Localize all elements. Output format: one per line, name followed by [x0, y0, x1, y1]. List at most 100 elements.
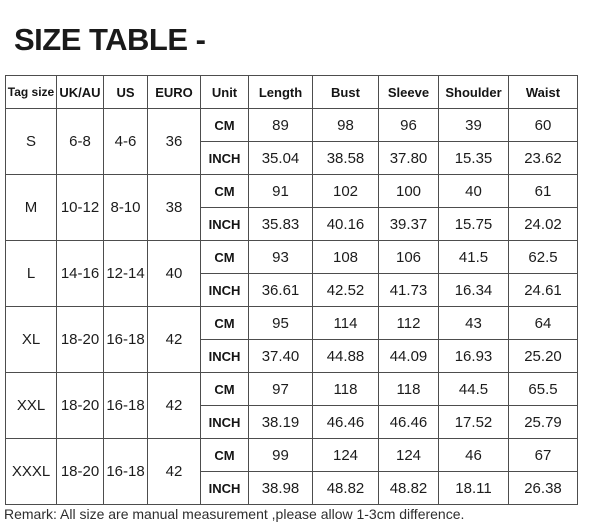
shoulder-cm-cell: 40	[438, 174, 509, 208]
unit-cm-label: CM	[200, 174, 249, 208]
sleeve-inch-cell: 39.37	[378, 207, 439, 241]
euro-cell: 36	[147, 108, 201, 175]
unit-cm-label: CM	[200, 108, 249, 142]
euro-cell: 42	[147, 372, 201, 439]
column-header-waist: Waist	[508, 75, 578, 109]
euro-cell: 42	[147, 438, 201, 505]
tag-size-cell: XXXL	[5, 438, 57, 505]
bust-cm-cell: 124	[312, 438, 379, 472]
tag-size-cell: XXL	[5, 372, 57, 439]
us-cell: 16-18	[103, 306, 148, 373]
bust-inch-cell: 46.46	[312, 405, 379, 439]
unit-cm-label: CM	[200, 372, 249, 406]
size-row-xl-cm: XL 18-20 16-18 42 CM 95 114 112 43 64	[5, 306, 578, 373]
sleeve-cm-cell: 96	[378, 108, 439, 142]
unit-inch-label: INCH	[200, 405, 249, 439]
shoulder-inch-cell: 16.93	[438, 339, 509, 373]
waist-cm-cell: 64	[508, 306, 578, 340]
size-row-xxxl-inch: INCH 38.98 48.82 48.82 18.11 26.38	[6, 471, 578, 505]
size-row-xxl-cm: XXL 18-20 16-18 42 CM 97 118 118 44.5 65…	[5, 372, 578, 439]
bust-inch-cell: 48.82	[312, 471, 379, 505]
sleeve-inch-cell: 48.82	[378, 471, 439, 505]
sleeve-cm-cell: 106	[378, 240, 439, 274]
shoulder-cm-cell: 46	[438, 438, 509, 472]
waist-cm-cell: 67	[508, 438, 578, 472]
length-inch-cell: 38.98	[248, 471, 313, 505]
us-cell: 16-18	[103, 372, 148, 439]
unit-inch-label: INCH	[200, 471, 249, 505]
unit-inch-label: INCH	[200, 141, 249, 175]
sleeve-cm-cell: 118	[378, 372, 439, 406]
shoulder-cm-cell: 41.5	[438, 240, 509, 274]
length-cm-cell: 89	[248, 108, 313, 142]
waist-inch-cell: 25.79	[508, 405, 578, 439]
column-header-bust: Bust	[312, 75, 379, 109]
us-cell: 4-6	[103, 108, 148, 175]
unit-cm-label: CM	[200, 240, 249, 274]
bust-cm-cell: 98	[312, 108, 379, 142]
bust-cm-cell: 108	[312, 240, 379, 274]
sleeve-cm-cell: 112	[378, 306, 439, 340]
uk-au-cell: 18-20	[56, 372, 104, 439]
waist-cm-cell: 65.5	[508, 372, 578, 406]
us-cell: 8-10	[103, 174, 148, 241]
euro-cell: 42	[147, 306, 201, 373]
uk-au-cell: 14-16	[56, 240, 104, 307]
size-row-xl-inch: INCH 37.40 44.88 44.09 16.93 25.20	[6, 339, 578, 373]
size-row-m-inch: INCH 35.83 40.16 39.37 15.75 24.02	[6, 207, 578, 241]
shoulder-inch-cell: 18.11	[438, 471, 509, 505]
euro-cell: 40	[147, 240, 201, 307]
sleeve-inch-cell: 41.73	[378, 273, 439, 307]
length-inch-cell: 35.83	[248, 207, 313, 241]
sleeve-inch-cell: 46.46	[378, 405, 439, 439]
tag-size-cell: L	[5, 240, 57, 307]
shoulder-inch-cell: 17.52	[438, 405, 509, 439]
tag-size-cell: XL	[5, 306, 57, 373]
waist-inch-cell: 24.02	[508, 207, 578, 241]
shoulder-cm-cell: 39	[438, 108, 509, 142]
column-header-sleeve: Sleeve	[378, 75, 439, 109]
size-row-l-inch: INCH 36.61 42.52 41.73 16.34 24.61	[6, 273, 578, 307]
waist-cm-cell: 61	[508, 174, 578, 208]
length-inch-cell: 38.19	[248, 405, 313, 439]
column-header-us: US	[103, 75, 148, 109]
size-row-s-inch: INCH 35.04 38.58 37.80 15.35 23.62	[6, 141, 578, 175]
uk-au-cell: 10-12	[56, 174, 104, 241]
sleeve-inch-cell: 37.80	[378, 141, 439, 175]
unit-inch-label: INCH	[200, 273, 249, 307]
length-cm-cell: 93	[248, 240, 313, 274]
size-row-xxl-inch: INCH 38.19 46.46 46.46 17.52 25.79	[6, 405, 578, 439]
waist-inch-cell: 25.20	[508, 339, 578, 373]
bust-inch-cell: 42.52	[312, 273, 379, 307]
size-row-m-cm: M 10-12 8-10 38 CM 91 102 100 40 61	[5, 174, 578, 241]
shoulder-inch-cell: 15.75	[438, 207, 509, 241]
length-cm-cell: 99	[248, 438, 313, 472]
size-row-l-cm: L 14-16 12-14 40 CM 93 108 106 41.5 62.5	[5, 240, 578, 307]
bust-cm-cell: 102	[312, 174, 379, 208]
size-row-xxxl-cm: XXXL 18-20 16-18 42 CM 99 124 124 46 67	[5, 438, 578, 505]
waist-cm-cell: 62.5	[508, 240, 578, 274]
bust-cm-cell: 118	[312, 372, 379, 406]
shoulder-inch-cell: 15.35	[438, 141, 509, 175]
waist-cm-cell: 60	[508, 108, 578, 142]
uk-au-cell: 18-20	[56, 306, 104, 373]
length-inch-cell: 36.61	[248, 273, 313, 307]
column-header-uk-au: UK/AU	[56, 75, 104, 109]
shoulder-cm-cell: 44.5	[438, 372, 509, 406]
unit-inch-label: INCH	[200, 339, 249, 373]
length-inch-cell: 37.40	[248, 339, 313, 373]
page-title: SIZE TABLE -	[14, 22, 206, 57]
shoulder-inch-cell: 16.34	[438, 273, 509, 307]
column-header-length: Length	[248, 75, 313, 109]
unit-cm-label: CM	[200, 438, 249, 472]
waist-inch-cell: 23.62	[508, 141, 578, 175]
uk-au-cell: 6-8	[56, 108, 104, 175]
bust-inch-cell: 40.16	[312, 207, 379, 241]
column-header-shoulder: Shoulder	[438, 75, 509, 109]
waist-inch-cell: 26.38	[508, 471, 578, 505]
uk-au-cell: 18-20	[56, 438, 104, 505]
unit-cm-label: CM	[200, 306, 249, 340]
sleeve-inch-cell: 44.09	[378, 339, 439, 373]
tag-size-cell: S	[5, 108, 57, 175]
length-inch-cell: 35.04	[248, 141, 313, 175]
